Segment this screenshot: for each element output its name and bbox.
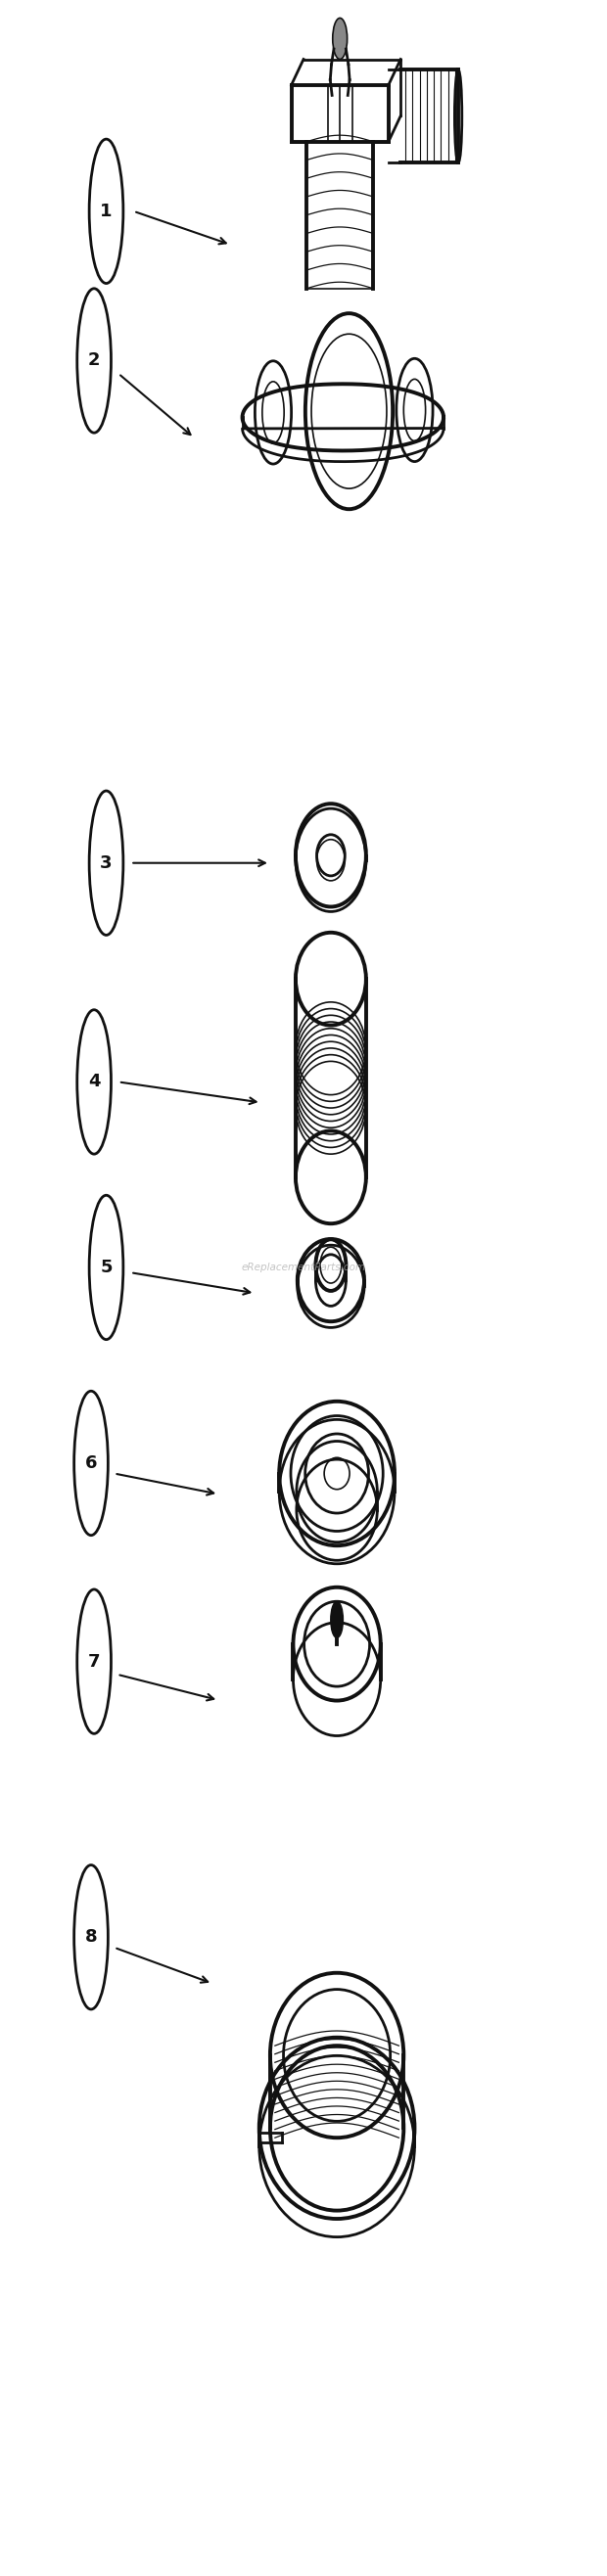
Text: 5: 5 [100,1260,112,1275]
Text: eReplacementParts.com: eReplacementParts.com [241,1262,366,1273]
Ellipse shape [89,1195,123,1340]
Text: 6: 6 [85,1455,97,1471]
Ellipse shape [455,70,462,162]
Ellipse shape [333,18,347,59]
Text: 3: 3 [100,855,112,871]
Ellipse shape [89,139,123,283]
Text: 7: 7 [88,1654,100,1669]
Text: 4: 4 [88,1074,100,1090]
Ellipse shape [74,1865,108,2009]
Text: 1: 1 [100,204,112,219]
Ellipse shape [89,791,123,935]
Text: 8: 8 [85,1929,97,1945]
Ellipse shape [331,1602,343,1638]
Ellipse shape [77,1589,111,1734]
Ellipse shape [77,1010,111,1154]
Ellipse shape [74,1391,108,1535]
Ellipse shape [77,289,111,433]
Text: 2: 2 [88,353,100,368]
